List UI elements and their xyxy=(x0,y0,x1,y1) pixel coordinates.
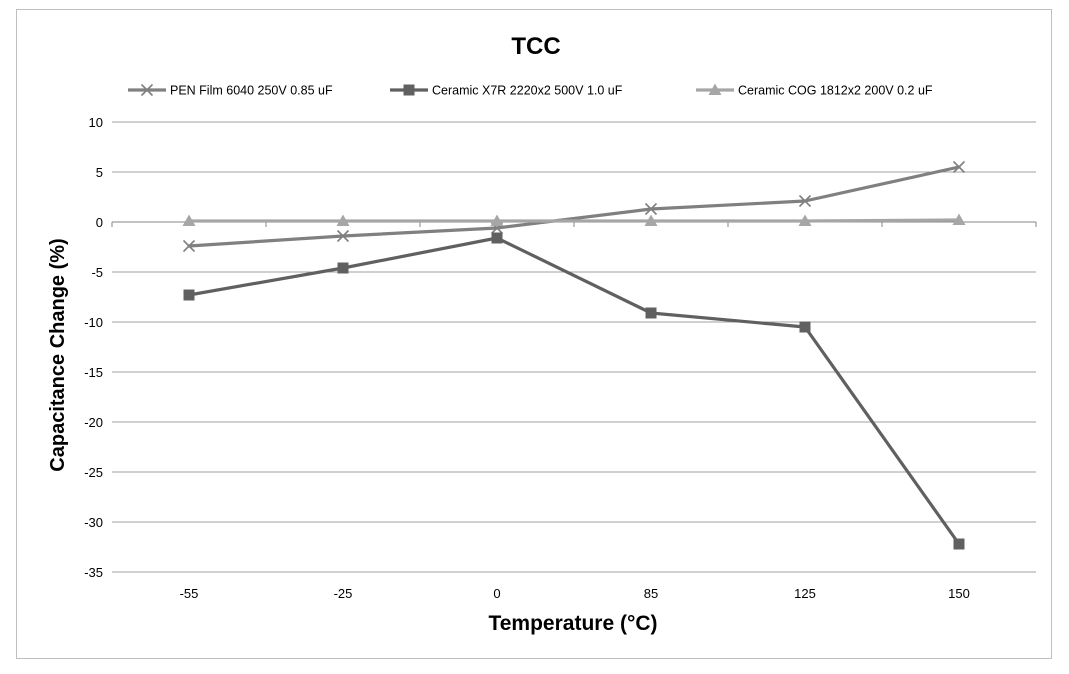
series-line xyxy=(187,236,961,546)
data-point xyxy=(182,239,196,253)
x-tick-label: 0 xyxy=(493,586,500,601)
x-axis-label: Temperature (°C) xyxy=(488,612,657,635)
data-point xyxy=(953,538,965,550)
series-layer xyxy=(182,160,966,550)
chart-title: TCC xyxy=(511,33,560,60)
y-tick-label: -5 xyxy=(91,265,103,280)
y-tick-label: 5 xyxy=(96,165,103,180)
data-point xyxy=(490,214,504,226)
y-tick-label: -15 xyxy=(84,365,103,380)
grid xyxy=(112,121,1036,573)
data-point xyxy=(491,232,503,244)
y-tick-label: -25 xyxy=(84,465,103,480)
y-tick-label: -20 xyxy=(84,415,103,430)
x-tick-label: -25 xyxy=(334,586,353,601)
y-tick-label: -35 xyxy=(84,565,103,580)
series-triangle xyxy=(182,213,966,226)
y-tick-label: -30 xyxy=(84,515,103,530)
data-point xyxy=(952,160,966,174)
y-tick-label: 0 xyxy=(96,215,103,230)
legend-item: Ceramic COG 1812x2 200V 0.2 uF xyxy=(696,83,933,98)
legend-label: PEN Film 6040 250V 0.85 uF xyxy=(170,84,333,98)
data-point xyxy=(336,229,350,243)
legend-item: Ceramic X7R 2220x2 500V 1.0 uF xyxy=(390,84,623,98)
x-tick-label: -55 xyxy=(180,586,199,601)
x-tick-label: 150 xyxy=(948,586,970,601)
data-point xyxy=(336,214,350,226)
chart-svg: TCC PEN Film 6040 250V 0.85 uF Ceramic X7… xyxy=(47,33,1037,635)
series-line xyxy=(187,165,961,248)
legend-item: PEN Film 6040 250V 0.85 uF xyxy=(128,84,333,98)
data-point xyxy=(337,262,349,274)
data-point xyxy=(799,321,811,333)
x-axis xyxy=(111,221,1037,227)
data-point xyxy=(798,194,812,208)
series-line xyxy=(187,218,961,223)
y-axis-label: Capacitance Change (%) xyxy=(47,238,69,471)
data-point xyxy=(183,289,195,301)
data-point xyxy=(798,214,812,226)
legend: PEN Film 6040 250V 0.85 uF Ceramic X7R 22… xyxy=(128,83,933,98)
data-point xyxy=(644,202,658,216)
data-point xyxy=(645,307,657,319)
x-tick-label: 125 xyxy=(794,586,816,601)
series-x xyxy=(182,160,966,253)
legend-swatch-marker xyxy=(403,84,415,96)
data-point xyxy=(952,213,966,225)
series-square xyxy=(183,232,965,550)
legend-swatch-marker xyxy=(140,83,154,97)
legend-label: Ceramic X7R 2220x2 500V 1.0 uF xyxy=(432,84,623,98)
data-point xyxy=(644,214,658,226)
data-point xyxy=(182,214,196,226)
chart-frame: TCC PEN Film 6040 250V 0.85 uF Ceramic X7… xyxy=(16,9,1052,659)
y-tick-label: 10 xyxy=(89,115,103,130)
y-tick-label: -10 xyxy=(84,315,103,330)
x-tick-label: 85 xyxy=(644,586,658,601)
legend-label: Ceramic COG 1812x2 200V 0.2 uF xyxy=(738,84,933,98)
legend-swatch-marker xyxy=(708,83,722,95)
x-tick-labels: -55 -25 0 85 125 150 xyxy=(180,586,970,601)
y-tick-labels: 10 5 0 -5 -10 -15 -20 -25 -30 -35 xyxy=(84,115,103,580)
